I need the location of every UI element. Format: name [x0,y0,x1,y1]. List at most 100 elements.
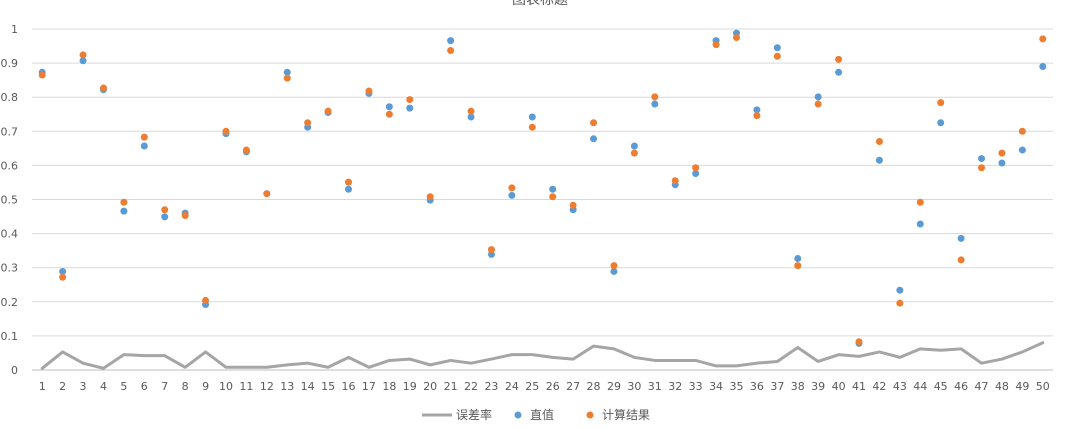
x-tick-label: 24 [505,380,519,393]
x-tick-label: 40 [832,380,846,393]
series-point-calculated [549,193,557,201]
series-point-calculated [835,55,843,63]
x-tick-label: 44 [913,380,927,393]
series-point-calculated [896,299,904,307]
x-tick-label: 31 [648,380,662,393]
series-point-calculated [712,41,720,49]
x-tick-label: 22 [464,380,478,393]
x-tick-label: 37 [770,380,784,393]
series-point-calculated [426,193,434,201]
series-point-calculated [1039,35,1047,43]
series-point-calculated [447,46,455,54]
series-point-calculated [345,178,353,186]
series-point-calculated [508,184,516,192]
y-tick-label: 0 [11,364,18,377]
x-tick-label: 46 [954,380,968,393]
y-tick-label: 0.4 [1,228,19,241]
series-point-calculated [1018,127,1026,135]
x-tick-label: 45 [934,380,948,393]
x-tick-label: 25 [525,380,539,393]
series-point-calculated [998,149,1006,157]
x-tick-label: 38 [791,380,805,393]
series-point-true-value [161,213,169,221]
series-point-calculated [161,206,169,214]
y-tick-label: 0.7 [1,125,19,138]
x-tick-label: 49 [1015,380,1029,393]
series-point-calculated [202,296,210,304]
series-point-calculated [732,34,740,42]
y-axis-ticks: 0 0.1 0.2 0.3 0.4 0.5 0.6 0.7 0.8 0.9 1 [1,23,19,377]
series-point-true-value [630,142,638,150]
y-tick-label: 1 [11,23,18,36]
x-tick-label: 8 [182,380,189,393]
series-point-true-value [753,106,761,114]
series-point-calculated [487,246,495,254]
series-point-calculated [467,107,475,115]
series-point-calculated [242,146,250,154]
x-tick-label: 47 [975,380,989,393]
series-point-calculated [773,52,781,60]
series-point-calculated [937,99,945,107]
series-point-calculated [38,71,46,79]
x-tick-label: 42 [872,380,886,393]
x-tick-label: 48 [995,380,1009,393]
series-point-calculated [610,262,618,270]
gridlines [32,28,1053,371]
series-point-calculated [671,177,679,185]
x-tick-label: 39 [811,380,825,393]
series-point-calculated [651,93,659,101]
series-point-calculated [978,164,986,172]
legend-item-calculated: 计算结果 [586,407,650,422]
x-tick-label: 11 [239,380,253,393]
x-tick-label: 5 [120,380,127,393]
series-point-true-value [283,68,291,76]
y-tick-label: 0.1 [1,330,19,343]
series-point-calculated [304,119,312,127]
series-point-calculated [59,273,67,281]
y-tick-label: 0.3 [1,262,19,275]
legend-label-calculated: 计算结果 [602,407,650,422]
series-point-calculated [222,127,230,135]
x-tick-label: 17 [362,380,376,393]
y-tick-label: 0.6 [1,159,19,172]
series-point-true-value [120,207,128,215]
x-tick-label: 9 [202,380,209,393]
y-tick-label: 0.9 [1,57,19,70]
x-tick-label: 21 [444,380,458,393]
y-tick-label: 0.5 [1,194,19,207]
x-tick-label: 26 [546,380,560,393]
series-point-true-value [140,142,148,150]
legend: 误差率 直值 计算结果 [422,407,650,422]
series-point-true-value [467,113,475,121]
series-line-error-rate [40,341,1045,370]
x-tick-label: 41 [852,380,866,393]
x-tick-label: 2 [59,380,66,393]
x-tick-label: 43 [893,380,907,393]
x-tick-label: 30 [627,380,641,393]
series-point-calculated [99,84,107,92]
x-tick-label: 35 [729,380,743,393]
x-tick-label: 1 [39,380,46,393]
legend-label-true-value: 直值 [530,407,554,422]
series-point-calculated [385,110,393,118]
x-axis-ticks: 1 2 3 4 5 6 7 8 9 10 11 12 13 14 15 16 17 18 19 20 21 22 23 24 2… [39,380,1050,393]
series-point-true-value [79,57,87,65]
series-point-calculated [181,212,189,220]
series-point-true-value [345,185,353,193]
series-point-true-value [794,254,802,262]
series-point-true-value [875,156,883,164]
series-point-calculated [794,262,802,270]
series-point-calculated [692,164,700,172]
legend-swatch-calculated [586,411,594,419]
x-tick-label: 16 [342,380,356,393]
series-point-calculated [753,112,761,120]
x-tick-label: 20 [423,380,437,393]
series-point-true-value [896,286,904,294]
series-point-true-value [916,220,924,228]
x-tick-label: 27 [566,380,580,393]
series-point-true-value [610,267,618,275]
series-point-true-value [978,155,986,163]
series-point-true-value [692,170,700,178]
x-tick-label: 29 [607,380,621,393]
x-tick-label: 15 [321,380,335,393]
